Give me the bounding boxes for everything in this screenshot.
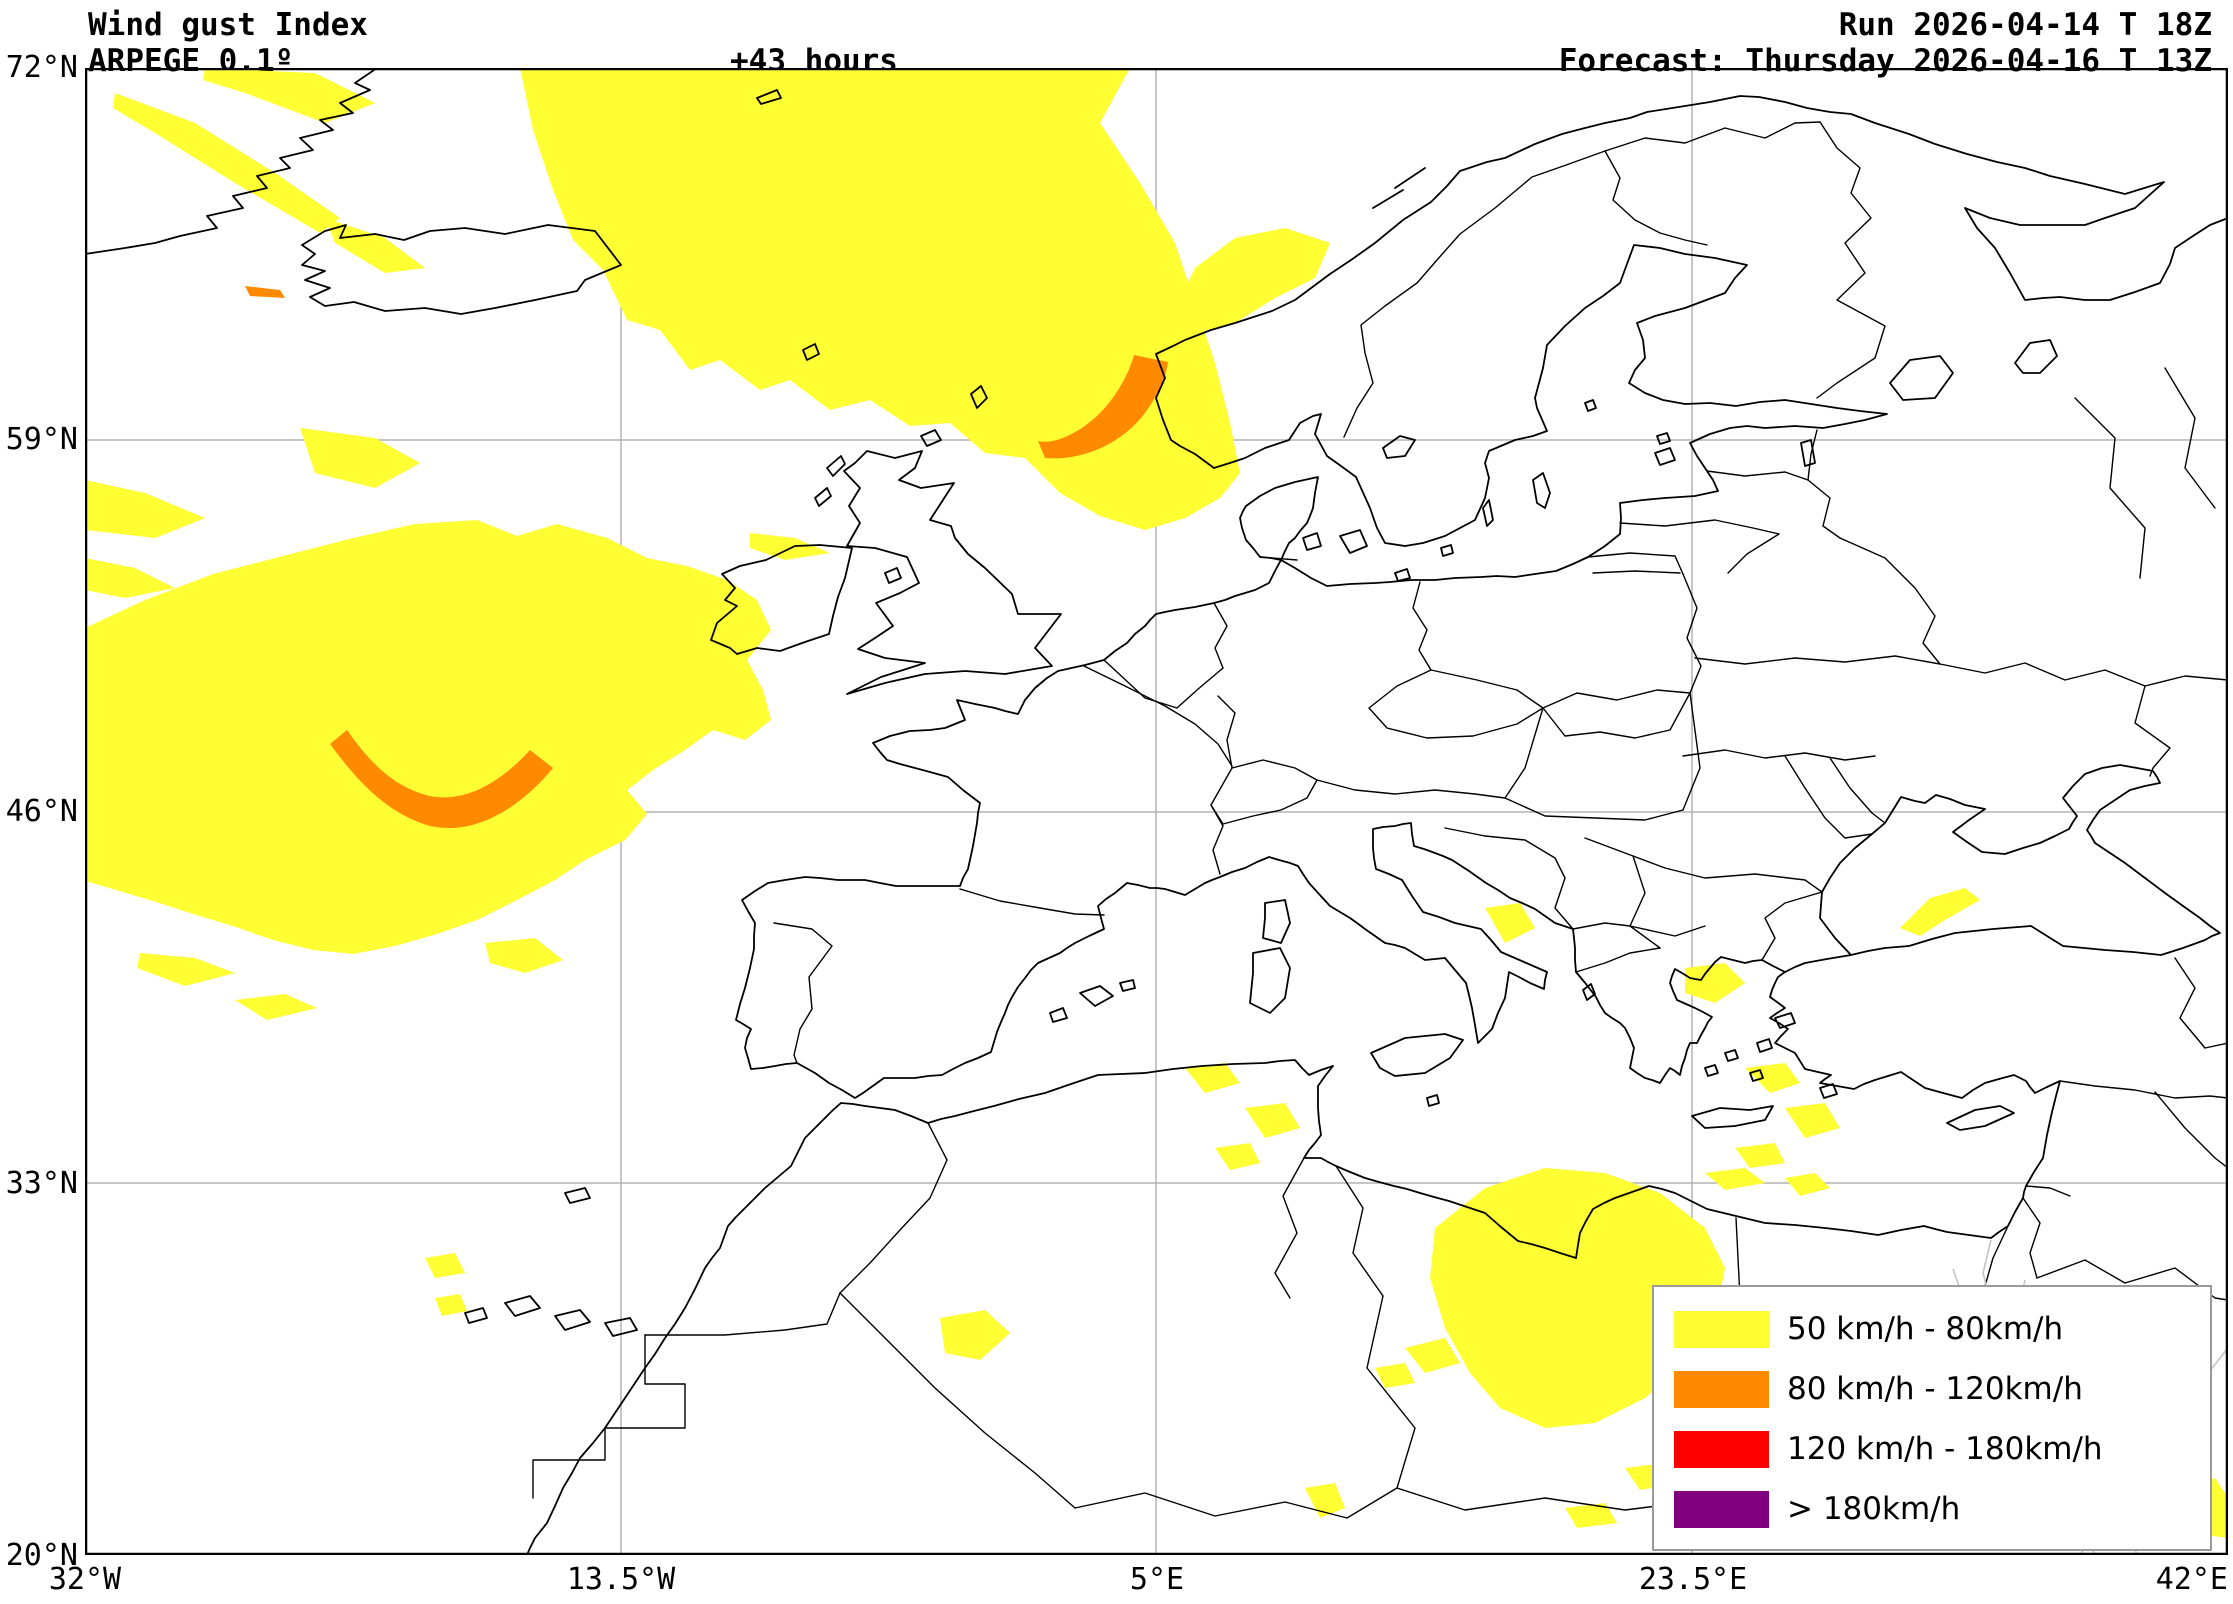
page-title: Wind gust Index bbox=[88, 7, 368, 43]
wind-gust-50-80-layer bbox=[85, 68, 2228, 1538]
wind-gust-legend: 50 km/h - 80km/h 80 km/h - 120km/h 120 k… bbox=[1652, 1285, 2212, 1551]
run-timestamp: Run 2026-04-14 T 18Z bbox=[1838, 7, 2212, 43]
lon-label-5e: 5°E bbox=[1129, 1562, 1185, 1597]
border-layer bbox=[532, 121, 2228, 1519]
legend-row: 80 km/h - 120km/h bbox=[1674, 1359, 2200, 1419]
lon-label-32w: 32°W bbox=[48, 1562, 122, 1597]
legend-label-gt-180: > 180km/h bbox=[1787, 1491, 1961, 1527]
legend-row: 120 km/h - 180km/h bbox=[1674, 1419, 2200, 1479]
legend-swatch-80-120 bbox=[1674, 1370, 1769, 1408]
lat-label-59n: 59°N bbox=[5, 422, 78, 457]
ireland-coast bbox=[710, 544, 853, 655]
europe-map bbox=[85, 68, 2228, 1555]
continental-europe-coast bbox=[735, 244, 1888, 1099]
map-frame-border bbox=[85, 68, 2228, 1555]
lon-label-42e: 42°E bbox=[2155, 1562, 2228, 1597]
model-name: ARPEGE 0.1º bbox=[88, 43, 294, 79]
lat-label-72n: 72°N bbox=[5, 50, 78, 85]
legend-label-50-80: 50 km/h - 80km/h bbox=[1787, 1311, 2064, 1347]
legend-swatch-gt-180 bbox=[1674, 1490, 1769, 1528]
iceland-coast bbox=[301, 224, 622, 315]
legend-swatch-50-80 bbox=[1674, 1310, 1769, 1348]
lat-label-33n: 33°N bbox=[5, 1166, 78, 1201]
coastline-layer bbox=[85, 68, 2228, 1555]
map-area: 50 km/h - 80km/h 80 km/h - 120km/h 120 k… bbox=[85, 68, 2228, 1555]
legend-label-120-180: 120 km/h - 180km/h bbox=[1787, 1431, 2103, 1467]
aegean-levant-africa-coast bbox=[526, 971, 2061, 1555]
greenland-coast bbox=[85, 68, 378, 255]
wind-gust-80-120-layer bbox=[245, 286, 1168, 829]
legend-label-80-120: 80 km/h - 120km/h bbox=[1787, 1371, 2083, 1407]
lon-label-135w: 13.5°W bbox=[566, 1562, 676, 1597]
legend-row: 50 km/h - 80km/h bbox=[1674, 1299, 2200, 1359]
legend-swatch-120-180 bbox=[1674, 1430, 1769, 1468]
lake-onega bbox=[2014, 339, 2058, 374]
forecast-valid-time: Forecast: Thursday 2026-04-16 T 13Z bbox=[1558, 43, 2212, 79]
great-britain-coast bbox=[843, 450, 1062, 695]
lake-ladoga bbox=[1889, 355, 1954, 401]
lat-label-46n: 46°N bbox=[5, 794, 78, 829]
lon-label-235e: 23.5°E bbox=[1638, 1562, 1748, 1597]
legend-row: > 180km/h bbox=[1674, 1479, 2200, 1539]
black-sea-coast bbox=[1819, 764, 2221, 956]
canary-islands bbox=[504, 1295, 541, 1317]
scandinavia-arctic-coast bbox=[1155, 95, 2228, 469]
lat-label-20n: 20°N bbox=[5, 1538, 78, 1573]
